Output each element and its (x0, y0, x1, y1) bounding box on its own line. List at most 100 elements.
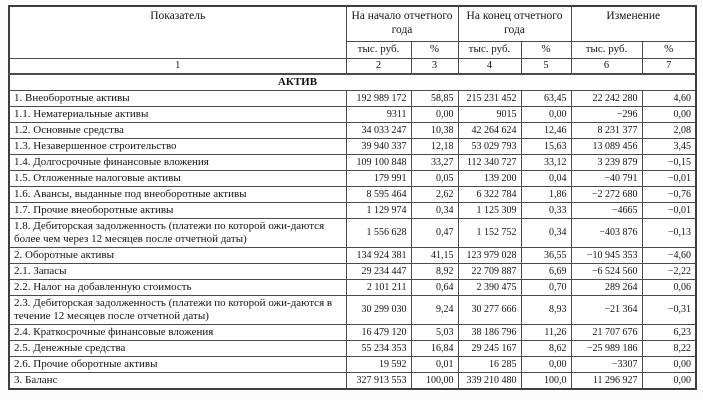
table-row: 1.1. Нематериальные активы 9311 0,00 9015 0,… (8, 106, 697, 123)
section-row-aktiv: АКТИВ (8, 73, 697, 91)
table-row: 2.4. Краткосрочные финансовые вложения 16… (8, 324, 697, 341)
indicator-cell: 1.4. Долгосрочные финансовые вложения (8, 154, 347, 171)
unit-percent-label: % (410, 40, 459, 59)
table-row: 1. Внеоборотные активы 192 989 172 58,85 21… (8, 90, 697, 107)
table-row: 1.4. Долгосрочные финансовые вложения 109… (8, 154, 697, 171)
value-cell-thousands: 112 340 727 (457, 154, 522, 171)
value-cell-percent: −0,76 (641, 186, 697, 203)
value-cell-thousands: −296 (570, 106, 643, 123)
indicator-cell: 2.5. Денежные средства (8, 340, 347, 357)
value-cell-thousands: 2 101 211 (345, 279, 412, 296)
value-cell-thousands: 1 152 752 (457, 218, 522, 248)
value-cell-percent: 5,03 (410, 324, 459, 341)
value-cell-percent: −0,01 (641, 170, 697, 187)
indicator-cell: 1.5. Отложенные налоговые активы (8, 170, 347, 187)
table-header: Показатель На начало отчетного года На к… (8, 5, 697, 75)
header-change: Изменение (570, 5, 697, 42)
indicator-cell: 2.1. Запасы (8, 263, 347, 280)
value-cell-thousands: 22 709 887 (457, 263, 522, 280)
value-cell-percent: 12,46 (520, 122, 572, 139)
column-number: 7 (641, 57, 697, 75)
value-cell-percent: 0,34 (520, 218, 572, 248)
value-cell-percent: 0,06 (641, 279, 697, 296)
column-number: 1 (8, 57, 347, 75)
value-cell-percent: 8,92 (410, 263, 459, 280)
value-cell-percent: 12,18 (410, 138, 459, 155)
table-row: 1.5. Отложенные налоговые активы 179 991 0… (8, 170, 697, 187)
value-cell-percent: 0,34 (410, 202, 459, 219)
table-row: 2.3. Дебиторская задолженность (платежи … (8, 295, 697, 325)
unit-thousands-label: тыс. руб. (457, 40, 522, 59)
value-cell-thousands: 38 186 796 (457, 324, 522, 341)
value-cell-percent: 8,62 (520, 340, 572, 357)
value-cell-thousands: 109 100 848 (345, 154, 412, 171)
value-cell-percent: −0,13 (641, 218, 697, 248)
value-cell-thousands: 13 089 456 (570, 138, 643, 155)
column-number: 2 (345, 57, 412, 75)
value-cell-thousands: 16 479 120 (345, 324, 412, 341)
value-cell-thousands: 42 264 624 (457, 122, 522, 139)
indicator-cell: 1. Внеоборотные активы (8, 90, 347, 107)
value-cell-thousands: −25 989 186 (570, 340, 643, 357)
value-cell-thousands: 215 231 452 (457, 90, 522, 107)
value-cell-percent: 4,60 (641, 90, 697, 107)
value-cell-thousands: −3307 (570, 356, 643, 373)
value-cell-thousands: −2 272 680 (570, 186, 643, 203)
value-cell-thousands: 1 556 628 (345, 218, 412, 248)
table-row: 2.1. Запасы 29 234 447 8,92 22 709 887 6,69−… (8, 263, 697, 280)
value-cell-thousands: 22 242 280 (570, 90, 643, 107)
value-cell-percent: 0,00 (641, 356, 697, 373)
value-cell-thousands: −6 524 560 (570, 263, 643, 280)
indicator-cell: 1.8. Дебиторская задолженность (платежи … (8, 218, 347, 248)
column-number: 4 (457, 57, 522, 75)
value-cell-thousands: 30 299 030 (345, 295, 412, 325)
indicator-cell: 2.2. Налог на добавленную стоимость (8, 279, 347, 296)
value-cell-percent: 0,64 (410, 279, 459, 296)
indicator-cell: 1.6. Авансы, выданные под внеоборотные а… (8, 186, 347, 203)
value-cell-percent: 0,70 (520, 279, 572, 296)
value-cell-percent: −0,31 (641, 295, 697, 325)
value-cell-percent: 0,04 (520, 170, 572, 187)
value-cell-thousands: 8 231 377 (570, 122, 643, 139)
value-cell-thousands: 30 277 666 (457, 295, 522, 325)
indicator-cell: 1.1. Нематериальные активы (8, 106, 347, 123)
unit-percent-label: % (641, 40, 697, 59)
value-cell-thousands: 16 285 (457, 356, 522, 373)
value-cell-thousands: 289 264 (570, 279, 643, 296)
value-cell-percent: 100,0 (520, 372, 572, 390)
table-body: АКТИВ 1. Внеоборотные активы 192 989 172 5… (8, 73, 697, 390)
value-cell-thousands: 192 989 172 (345, 90, 412, 107)
value-cell-percent: −2,22 (641, 263, 697, 280)
table-row: 2.2. Налог на добавленную стоимость 2 101… (8, 279, 697, 296)
header-end-of-year: На конец отчетного года (457, 5, 572, 42)
value-cell-percent: 100,00 (410, 372, 459, 390)
value-cell-thousands: 21 707 676 (570, 324, 643, 341)
indicator-cell: 2.3. Дебиторская задолженность (платежи … (8, 295, 347, 325)
value-cell-percent: 16,84 (410, 340, 459, 357)
value-cell-percent: 58,85 (410, 90, 459, 107)
value-cell-percent: 41,15 (410, 247, 459, 264)
value-cell-percent: 3,45 (641, 138, 697, 155)
column-number: 3 (410, 57, 459, 75)
value-cell-percent: 15,63 (520, 138, 572, 155)
unit-thousands-label: тыс. руб. (345, 40, 412, 59)
value-cell-percent: 36,55 (520, 247, 572, 264)
indicator-cell: 2.6. Прочие оборотные активы (8, 356, 347, 373)
value-cell-percent: 0,00 (410, 106, 459, 123)
value-cell-percent: 10,38 (410, 122, 459, 139)
header-indicator: Показатель (8, 5, 347, 59)
value-cell-thousands: 19 592 (345, 356, 412, 373)
value-cell-thousands: 8 595 464 (345, 186, 412, 203)
value-cell-thousands: 9311 (345, 106, 412, 123)
value-cell-thousands: 53 029 793 (457, 138, 522, 155)
value-cell-percent: 0,00 (641, 106, 697, 123)
indicator-cell: 2. Оборотные активы (8, 247, 347, 264)
value-cell-percent: 33,27 (410, 154, 459, 171)
value-cell-thousands: 39 940 337 (345, 138, 412, 155)
indicator-cell: 1.3. Незавершенное строительство (8, 138, 347, 155)
section-label: АКТИВ (8, 73, 697, 91)
value-cell-percent: 0,00 (520, 356, 572, 373)
value-cell-thousands: 139 200 (457, 170, 522, 187)
table-row: 1.3. Незавершенное строительство 39 940 3… (8, 138, 697, 155)
value-cell-percent: 8,93 (520, 295, 572, 325)
